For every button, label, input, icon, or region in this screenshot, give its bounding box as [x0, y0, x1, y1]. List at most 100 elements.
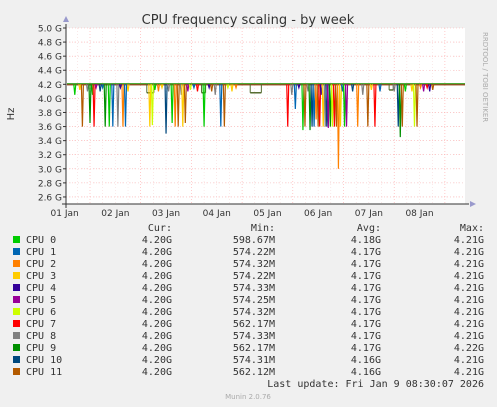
legend-min: 598.67M: [233, 235, 275, 246]
legend-min: 574.25M: [233, 295, 275, 306]
series-dip-point: [210, 84, 214, 92]
y-tick-label: 4.0 G: [38, 95, 62, 105]
series-dip-point: [160, 84, 164, 91]
series-dip-point: [222, 84, 226, 127]
series-dip-point: [73, 84, 77, 95]
legend-max: 4.21G: [454, 235, 484, 246]
series-dip-point: [80, 84, 84, 127]
series-dip-point: [332, 84, 336, 127]
legend-min: 574.32M: [233, 307, 275, 318]
series-dip-point: [164, 84, 168, 134]
y-tick-label: 3.6 G: [38, 123, 62, 133]
series-dip-point: [183, 84, 187, 124]
axes: [62, 16, 476, 208]
series-dip-point: [356, 84, 360, 127]
series-dip-point: [428, 84, 432, 92]
legend-cur: 4.20G: [142, 367, 172, 378]
series-dip-point: [308, 84, 312, 131]
legend-avg: 4.16G: [351, 355, 381, 366]
series-dip-point: [412, 84, 417, 127]
legend-min: 574.33M: [233, 283, 275, 294]
legend-min: 562.17M: [233, 343, 275, 354]
legend-header: Cur: Min: Avg: Max:: [148, 223, 484, 234]
legend-avg: 4.17G: [351, 247, 381, 258]
legend-min: 562.12M: [233, 367, 275, 378]
legend-avg: 4.17G: [351, 343, 381, 354]
legend-min: 574.33M: [233, 331, 275, 342]
series-dip-point: [88, 84, 92, 124]
legend-avg: 4.16G: [351, 367, 381, 378]
legend-max: 4.21G: [454, 355, 484, 366]
legend-swatch-icon: [13, 308, 20, 315]
series-dip-point: [226, 84, 230, 91]
series-dip-point: [188, 84, 192, 91]
series-dip-point: [366, 84, 370, 127]
series-dip-point: [118, 84, 122, 91]
series-dip-point: [410, 84, 414, 92]
series-dip-point: [186, 84, 190, 92]
legend-name: CPU 0: [26, 235, 56, 246]
legend-row: CPU 9 4.20G 562.17M 4.17G 4.22G: [13, 343, 484, 354]
y-tick-label: 3.2 G: [38, 151, 62, 161]
legend-max: 4.21G: [454, 247, 484, 258]
series-dip-point: [234, 84, 238, 91]
series-dip-point: [301, 84, 305, 131]
x-tick-label: 04 Jan: [203, 209, 231, 219]
legend-swatch-icon: [13, 356, 20, 363]
legend-name: CPU 5: [26, 295, 56, 306]
series-dip-point: [181, 84, 185, 127]
legend-max: 4.21G: [454, 319, 484, 330]
rrdtool-watermark: RRDTOOL / TOBI OETIKER: [481, 32, 489, 122]
legend-name: CPU 1: [26, 247, 56, 258]
series-dip-point: [312, 84, 316, 127]
legend-swatch-icon: [13, 344, 20, 351]
series-dip-point: [170, 84, 174, 124]
legend-min: 574.22M: [233, 271, 275, 282]
series-dip-point: [336, 84, 341, 169]
legend-cur: 4.20G: [142, 307, 172, 318]
series-dip-point: [415, 84, 419, 127]
series-dip-point: [342, 84, 347, 127]
legend-swatch-icon: [13, 320, 20, 327]
y-tick-label: 3.4 G: [38, 137, 62, 147]
series-dip-point: [126, 84, 130, 92]
legend-swatch-icon: [13, 284, 20, 291]
series-dip-point: [290, 84, 294, 95]
legend-max: 4.22G: [454, 343, 484, 354]
legend-cur: 4.20G: [142, 295, 172, 306]
series-dip-point: [314, 84, 318, 120]
series-dip-point: [85, 84, 90, 92]
x-tick-labels: 01 Jan 02 Jan 03 Jan 04 Jan 05 Jan 06 Jan 07 J…: [51, 209, 434, 219]
x-tick-label: 02 Jan: [101, 209, 129, 219]
legend-header-max: Max:: [460, 223, 484, 234]
series-dip-point: [192, 84, 196, 91]
y-tick-label: 2.6 G: [38, 193, 62, 203]
legend-avg: 4.18G: [351, 235, 381, 246]
series-dip-point: [392, 84, 396, 92]
series-dip-point: [98, 84, 102, 92]
series-lines: [67, 83, 465, 169]
legend-row: CPU 5 4.20G 574.25M 4.17G 4.21G: [13, 295, 484, 306]
legend-swatch-icon: [13, 296, 20, 303]
legend-max: 4.21G: [454, 295, 484, 306]
legend-cur: 4.20G: [142, 331, 172, 342]
legend-header-avg: Avg:: [357, 223, 381, 234]
legend-cur: 4.20G: [142, 283, 172, 294]
legend-row: CPU 2 4.20G 574.32M 4.17G 4.21G: [13, 259, 484, 270]
series-dip-point: [92, 84, 96, 127]
x-tick-label: 01 Jan: [51, 209, 79, 219]
legend-name: CPU 8: [26, 331, 56, 342]
y-tick-labels: 5.0 G 4.8 G 4.6 G 4.4 G 4.2 G 4.0 G 3.8 G 3.6 G…: [38, 25, 62, 204]
series-dip-point: [94, 84, 98, 91]
series-dip-point: [207, 84, 211, 91]
y-axis-label: Hz: [6, 108, 17, 121]
series-dip-point: [166, 84, 171, 92]
legend-avg: 4.17G: [351, 295, 381, 306]
legend-max: 4.21G: [454, 307, 484, 318]
legend-row: CPU 1 4.20G 574.22M 4.17G 4.21G: [13, 247, 484, 258]
legend-avg: 4.17G: [351, 331, 381, 342]
legend: CPU 0 4.20G 598.67M 4.18G 4.21G CPU 1 4.20G 574…: [13, 235, 484, 378]
legend-swatch-icon: [13, 272, 20, 279]
legend-name: CPU 2: [26, 259, 56, 270]
series-dip-point: [369, 84, 373, 91]
